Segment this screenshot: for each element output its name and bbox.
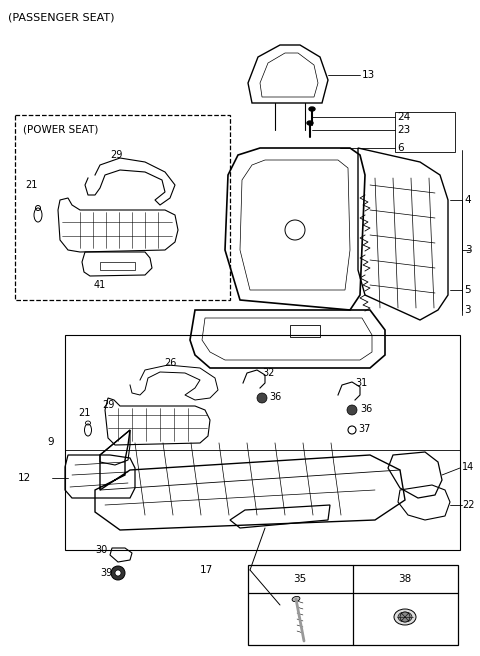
- Text: 30: 30: [95, 545, 107, 555]
- Bar: [15, 115, 230, 300]
- Circle shape: [400, 612, 410, 622]
- Text: 14: 14: [462, 462, 474, 472]
- Ellipse shape: [292, 596, 300, 602]
- Text: 32: 32: [262, 368, 275, 378]
- Circle shape: [115, 570, 121, 576]
- Text: 35: 35: [293, 574, 307, 584]
- Circle shape: [257, 393, 267, 403]
- Text: 36: 36: [360, 404, 372, 414]
- Text: 36: 36: [269, 392, 281, 402]
- Text: 21: 21: [78, 408, 90, 418]
- Text: 9: 9: [47, 437, 54, 447]
- Ellipse shape: [394, 609, 416, 625]
- Bar: [100, 262, 135, 270]
- Text: 17: 17: [200, 565, 213, 575]
- Text: 3: 3: [464, 305, 470, 315]
- Text: 31: 31: [355, 378, 367, 388]
- Text: 39: 39: [100, 568, 112, 578]
- Text: 4: 4: [464, 195, 470, 205]
- Ellipse shape: [307, 121, 313, 125]
- Ellipse shape: [309, 107, 315, 111]
- Text: 29: 29: [102, 400, 114, 410]
- Text: 12: 12: [18, 473, 31, 483]
- Bar: [395, 112, 455, 152]
- Text: 38: 38: [398, 574, 412, 584]
- Text: 5: 5: [464, 285, 470, 295]
- Bar: [248, 565, 458, 645]
- Text: 6: 6: [397, 143, 404, 153]
- Text: 21: 21: [25, 180, 37, 190]
- Text: 23: 23: [397, 125, 410, 135]
- Circle shape: [347, 405, 357, 415]
- Bar: [65, 335, 460, 550]
- Text: 22: 22: [462, 500, 475, 510]
- Circle shape: [111, 566, 125, 580]
- Text: (PASSENGER SEAT): (PASSENGER SEAT): [8, 12, 115, 22]
- Text: 26: 26: [164, 358, 176, 368]
- Text: (POWER SEAT): (POWER SEAT): [23, 125, 98, 135]
- Text: 41: 41: [94, 280, 106, 290]
- Text: 29: 29: [110, 150, 122, 160]
- Bar: [290, 325, 320, 337]
- Text: 24: 24: [397, 112, 410, 122]
- Text: 13: 13: [362, 70, 375, 80]
- Ellipse shape: [398, 612, 412, 622]
- Text: 37: 37: [358, 424, 371, 434]
- Text: 3: 3: [465, 245, 472, 255]
